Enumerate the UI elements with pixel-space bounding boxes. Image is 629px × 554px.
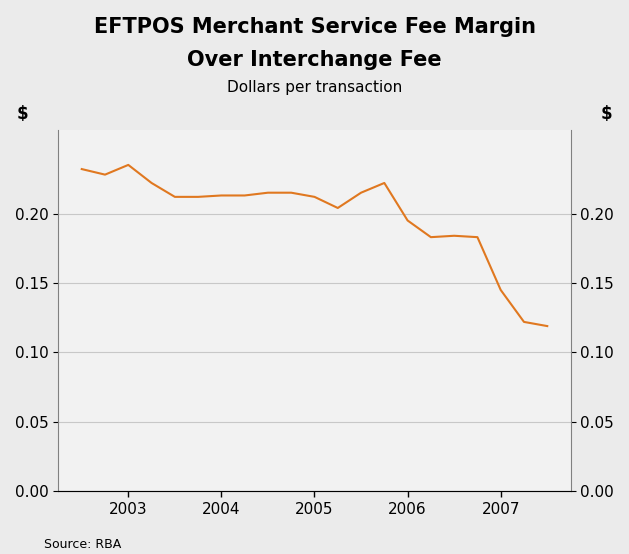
Text: $: $ [17,105,28,123]
Text: $: $ [601,105,612,123]
Text: EFTPOS Merchant Service Fee Margin: EFTPOS Merchant Service Fee Margin [94,17,535,37]
Text: Source: RBA: Source: RBA [44,538,121,551]
Text: Over Interchange Fee: Over Interchange Fee [187,50,442,70]
Text: Dollars per transaction: Dollars per transaction [227,80,402,95]
